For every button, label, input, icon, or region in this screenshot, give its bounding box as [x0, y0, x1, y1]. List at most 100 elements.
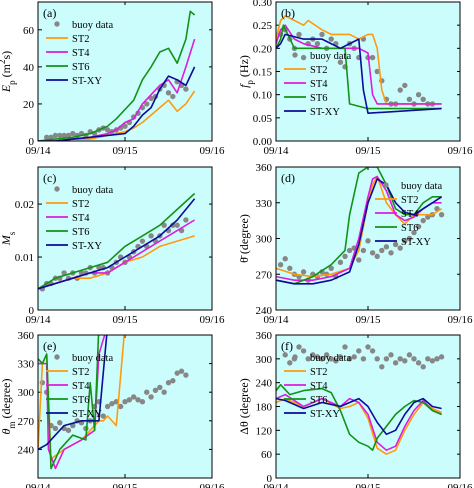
legend-label: buoy data — [72, 20, 113, 31]
y-tick-label: 360 — [256, 162, 273, 174]
y-tick-label: 0.25 — [253, 20, 273, 32]
buoy-data-point — [131, 394, 137, 400]
buoy-data-point — [406, 235, 413, 242]
buoy-data-point — [39, 379, 46, 386]
buoy-data-point — [65, 427, 72, 434]
legend-marker — [54, 21, 60, 27]
panel-label: (f) — [281, 339, 293, 353]
y-tick-label: 0.10 — [253, 90, 273, 102]
legend-label: ST2 — [72, 367, 90, 378]
buoy-data-point — [183, 372, 189, 378]
buoy-data-point — [379, 364, 385, 370]
legend-label: buoy data — [401, 181, 442, 192]
buoy-data-point — [170, 222, 176, 228]
buoy-data-point — [406, 96, 413, 103]
panel-label: (e) — [43, 339, 56, 353]
panel-b: 0.00 0.05 0.10 0.15 0.20 0.25 0.30 09/14 09/15 09… — [237, 0, 473, 157]
series-line-st-xy — [276, 33, 442, 114]
buoy-data-point — [397, 87, 403, 93]
x-tick-label: 09/16 — [199, 482, 225, 488]
y-tick-label: 0 — [267, 473, 273, 485]
legend-marker — [292, 52, 298, 58]
legend-label: ST6 — [401, 223, 419, 234]
panel-f: 0 60 120 180 240 300 360 09/14 09/15 09/16 (f) Δθ (… — [237, 330, 473, 488]
y-axis-label: θm (degree) — [0, 379, 17, 435]
buoy-data-point — [144, 389, 150, 395]
legend-label: ST6 — [310, 395, 328, 406]
buoy-data-point — [346, 356, 353, 362]
buoy-data-point — [420, 364, 426, 370]
series-line-st2 — [276, 175, 443, 278]
y-tick-label: 40 — [23, 62, 35, 74]
legend-label: ST4 — [72, 381, 90, 392]
buoy-data-point — [300, 348, 307, 354]
buoy-data-point — [139, 399, 146, 405]
buoy-data-point — [438, 211, 445, 218]
plot-area — [276, 2, 460, 141]
y-tick-label: 20 — [23, 99, 35, 111]
legend: buoy data ST2 ST4 ST6 ST-XY — [284, 51, 351, 118]
y-axis-label: θ̄ (degree) — [237, 214, 251, 263]
buoy-data-point — [420, 217, 426, 224]
buoy-data-point — [438, 354, 445, 360]
legend-label: buoy data — [310, 51, 351, 62]
buoy-data-point — [44, 134, 50, 140]
y-tick-label: 180 — [256, 402, 273, 414]
buoy-data-point — [122, 123, 128, 129]
series-line-st6 — [276, 24, 442, 110]
buoy-data-point — [305, 356, 311, 362]
legend-label: ST4 — [310, 79, 328, 90]
y-tick-label: 0.20 — [253, 43, 273, 55]
plot-area — [38, 2, 212, 141]
buoy-data-point — [360, 356, 367, 362]
legend-label: ST6 — [310, 93, 328, 104]
x-tick-label: 09/16 — [199, 145, 225, 157]
series-group — [38, 335, 189, 470]
buoy-data-point — [165, 379, 172, 386]
legend-label: ST6 — [72, 62, 90, 73]
legend-label: buoy data — [72, 353, 113, 364]
buoy-data-point — [109, 400, 115, 407]
buoy-data-point — [78, 270, 85, 276]
buoy-data-point — [415, 91, 422, 98]
x-tick-label: 09/14 — [263, 482, 289, 488]
x-tick-label: 09/15 — [355, 482, 381, 488]
buoy-data-point — [70, 130, 76, 137]
buoy-data-point — [360, 247, 367, 254]
buoy-data-point — [374, 253, 380, 260]
buoy-data-point — [411, 356, 417, 362]
plot-frame — [37, 166, 213, 311]
panel-c: 0 0.01 0.02 09/14 09/15 09/16 (c) Ms buoy data ST… — [0, 166, 225, 326]
y-tick-label: 330 — [256, 198, 273, 210]
legend: buoy data ST2 ST4 ST6 ST-XY — [46, 353, 113, 420]
buoy-data-point — [139, 238, 146, 244]
y-tick-label: 0.15 — [253, 67, 273, 79]
legend-marker — [383, 182, 389, 188]
x-tick-label: 09/15 — [112, 145, 138, 157]
x-tick-label: 09/16 — [447, 145, 473, 157]
series-line-st-xy — [38, 335, 108, 451]
buoy-data-point — [57, 132, 63, 139]
buoy-data-point — [165, 90, 172, 96]
series-line-st4 — [276, 393, 442, 452]
buoy-data-point — [310, 352, 316, 358]
legend-marker — [54, 186, 60, 192]
legend-label: ST2 — [72, 199, 90, 210]
series-group — [276, 15, 442, 114]
panel-e: 240 270 300 330 360 09/14 09/15 09/16 (e) θm (deg… — [0, 330, 225, 488]
legend-label: ST6 — [72, 227, 90, 238]
series-line-st-xy — [276, 397, 442, 436]
y-tick-label: 240 — [18, 444, 35, 456]
buoy-data-point — [402, 238, 408, 244]
y-tick-label: 0 — [29, 305, 35, 317]
buoy-data-point — [148, 394, 154, 400]
buoy-data-point — [425, 214, 431, 220]
buoy-data-point — [337, 59, 344, 65]
buoy-data-point — [388, 352, 394, 358]
y-tick-label: 360 — [18, 330, 35, 342]
x-tick-label: 09/14 — [25, 145, 51, 157]
panel-d: 240 270 300 330 360 09/14 09/15 09/16 (d) θ̄ (deg… — [237, 162, 473, 326]
legend-label: ST2 — [310, 65, 328, 76]
x-tick-label: 09/15 — [112, 482, 138, 488]
